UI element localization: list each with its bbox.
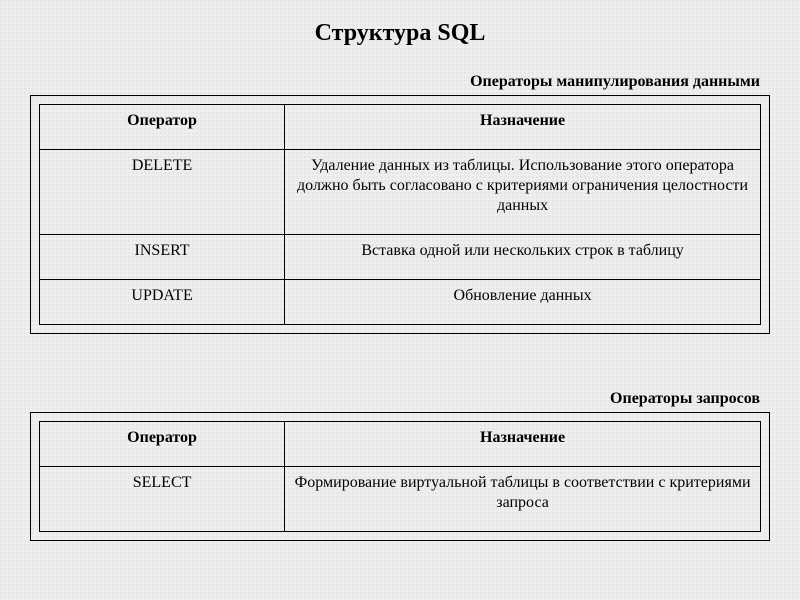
section2-table-frame: Оператор Назначение SELECT Формирование … — [30, 412, 770, 541]
section2-caption: Операторы запросов — [30, 390, 760, 408]
cell-purpose: Вставка одной или нескольких строк в таб… — [285, 235, 761, 280]
col-header-operator: Оператор — [40, 105, 285, 150]
cell-operator: DELETE — [40, 150, 285, 235]
col-header-purpose: Назначение — [285, 422, 761, 467]
page-title: Структура SQL — [30, 20, 770, 47]
section2-table: Оператор Назначение SELECT Формирование … — [39, 421, 761, 532]
cell-operator: UPDATE — [40, 280, 285, 325]
page: Структура SQL Операторы манипулирования … — [0, 0, 800, 561]
col-header-operator: Оператор — [40, 422, 285, 467]
spacer — [30, 334, 770, 364]
table-header-row: Оператор Назначение — [40, 422, 761, 467]
cell-purpose: Удаление данных из таблицы. Использовани… — [285, 150, 761, 235]
section1-caption: Операторы манипулирования данными — [30, 73, 760, 91]
cell-purpose: Обновление данных — [285, 280, 761, 325]
table-row: DELETE Удаление данных из таблицы. Испол… — [40, 150, 761, 235]
cell-operator: SELECT — [40, 467, 285, 532]
cell-operator: INSERT — [40, 235, 285, 280]
table-header-row: Оператор Назначение — [40, 105, 761, 150]
cell-purpose: Формирование виртуальной таблицы в соотв… — [285, 467, 761, 532]
col-header-purpose: Назначение — [285, 105, 761, 150]
table-row: INSERT Вставка одной или нескольких стро… — [40, 235, 761, 280]
section1-table-frame: Оператор Назначение DELETE Удаление данн… — [30, 95, 770, 334]
section1-table: Оператор Назначение DELETE Удаление данн… — [39, 104, 761, 325]
table-row: UPDATE Обновление данных — [40, 280, 761, 325]
table-row: SELECT Формирование виртуальной таблицы … — [40, 467, 761, 532]
